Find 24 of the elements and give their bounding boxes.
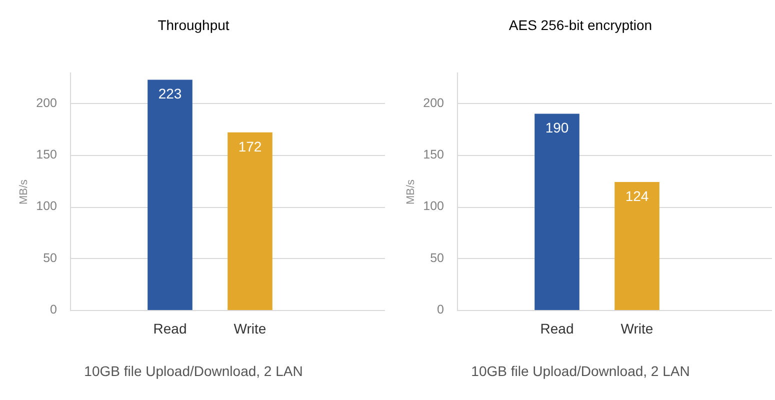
y-axis-title: MB/s [405, 179, 417, 205]
y-tick-label: 0 [437, 302, 444, 316]
y-tick-label: 0 [50, 302, 58, 316]
x-tick-label: Read [540, 320, 574, 336]
y-tick-label: 200 [36, 96, 58, 110]
y-axis-title: MB/s [18, 179, 30, 205]
y-tick-label: 100 [423, 199, 444, 214]
data-label: 223 [158, 86, 182, 102]
data-label: 172 [238, 138, 262, 154]
y-tick-label: 150 [423, 148, 444, 162]
y-tick-label: 200 [423, 96, 444, 110]
x-tick-label: Write [620, 320, 654, 336]
text: 10GB file Upload/Download, 2 LAN [83, 363, 304, 379]
data-label: 190 [545, 120, 569, 136]
chart-title: AES 256-bit encryption [508, 17, 654, 33]
y-tick-label: 50 [430, 250, 444, 265]
chart-title: Throughput [156, 17, 230, 33]
y-tick-label: 50 [43, 250, 58, 265]
x-tick-label: Read [153, 320, 187, 336]
data-label: 124 [625, 188, 649, 204]
y-tick-label: 150 [36, 148, 58, 162]
y-tick-label: 100 [36, 199, 58, 214]
text: 10GB file Upload/Download, 2 LAN [470, 363, 691, 379]
x-tick-label: Write [234, 320, 266, 336]
